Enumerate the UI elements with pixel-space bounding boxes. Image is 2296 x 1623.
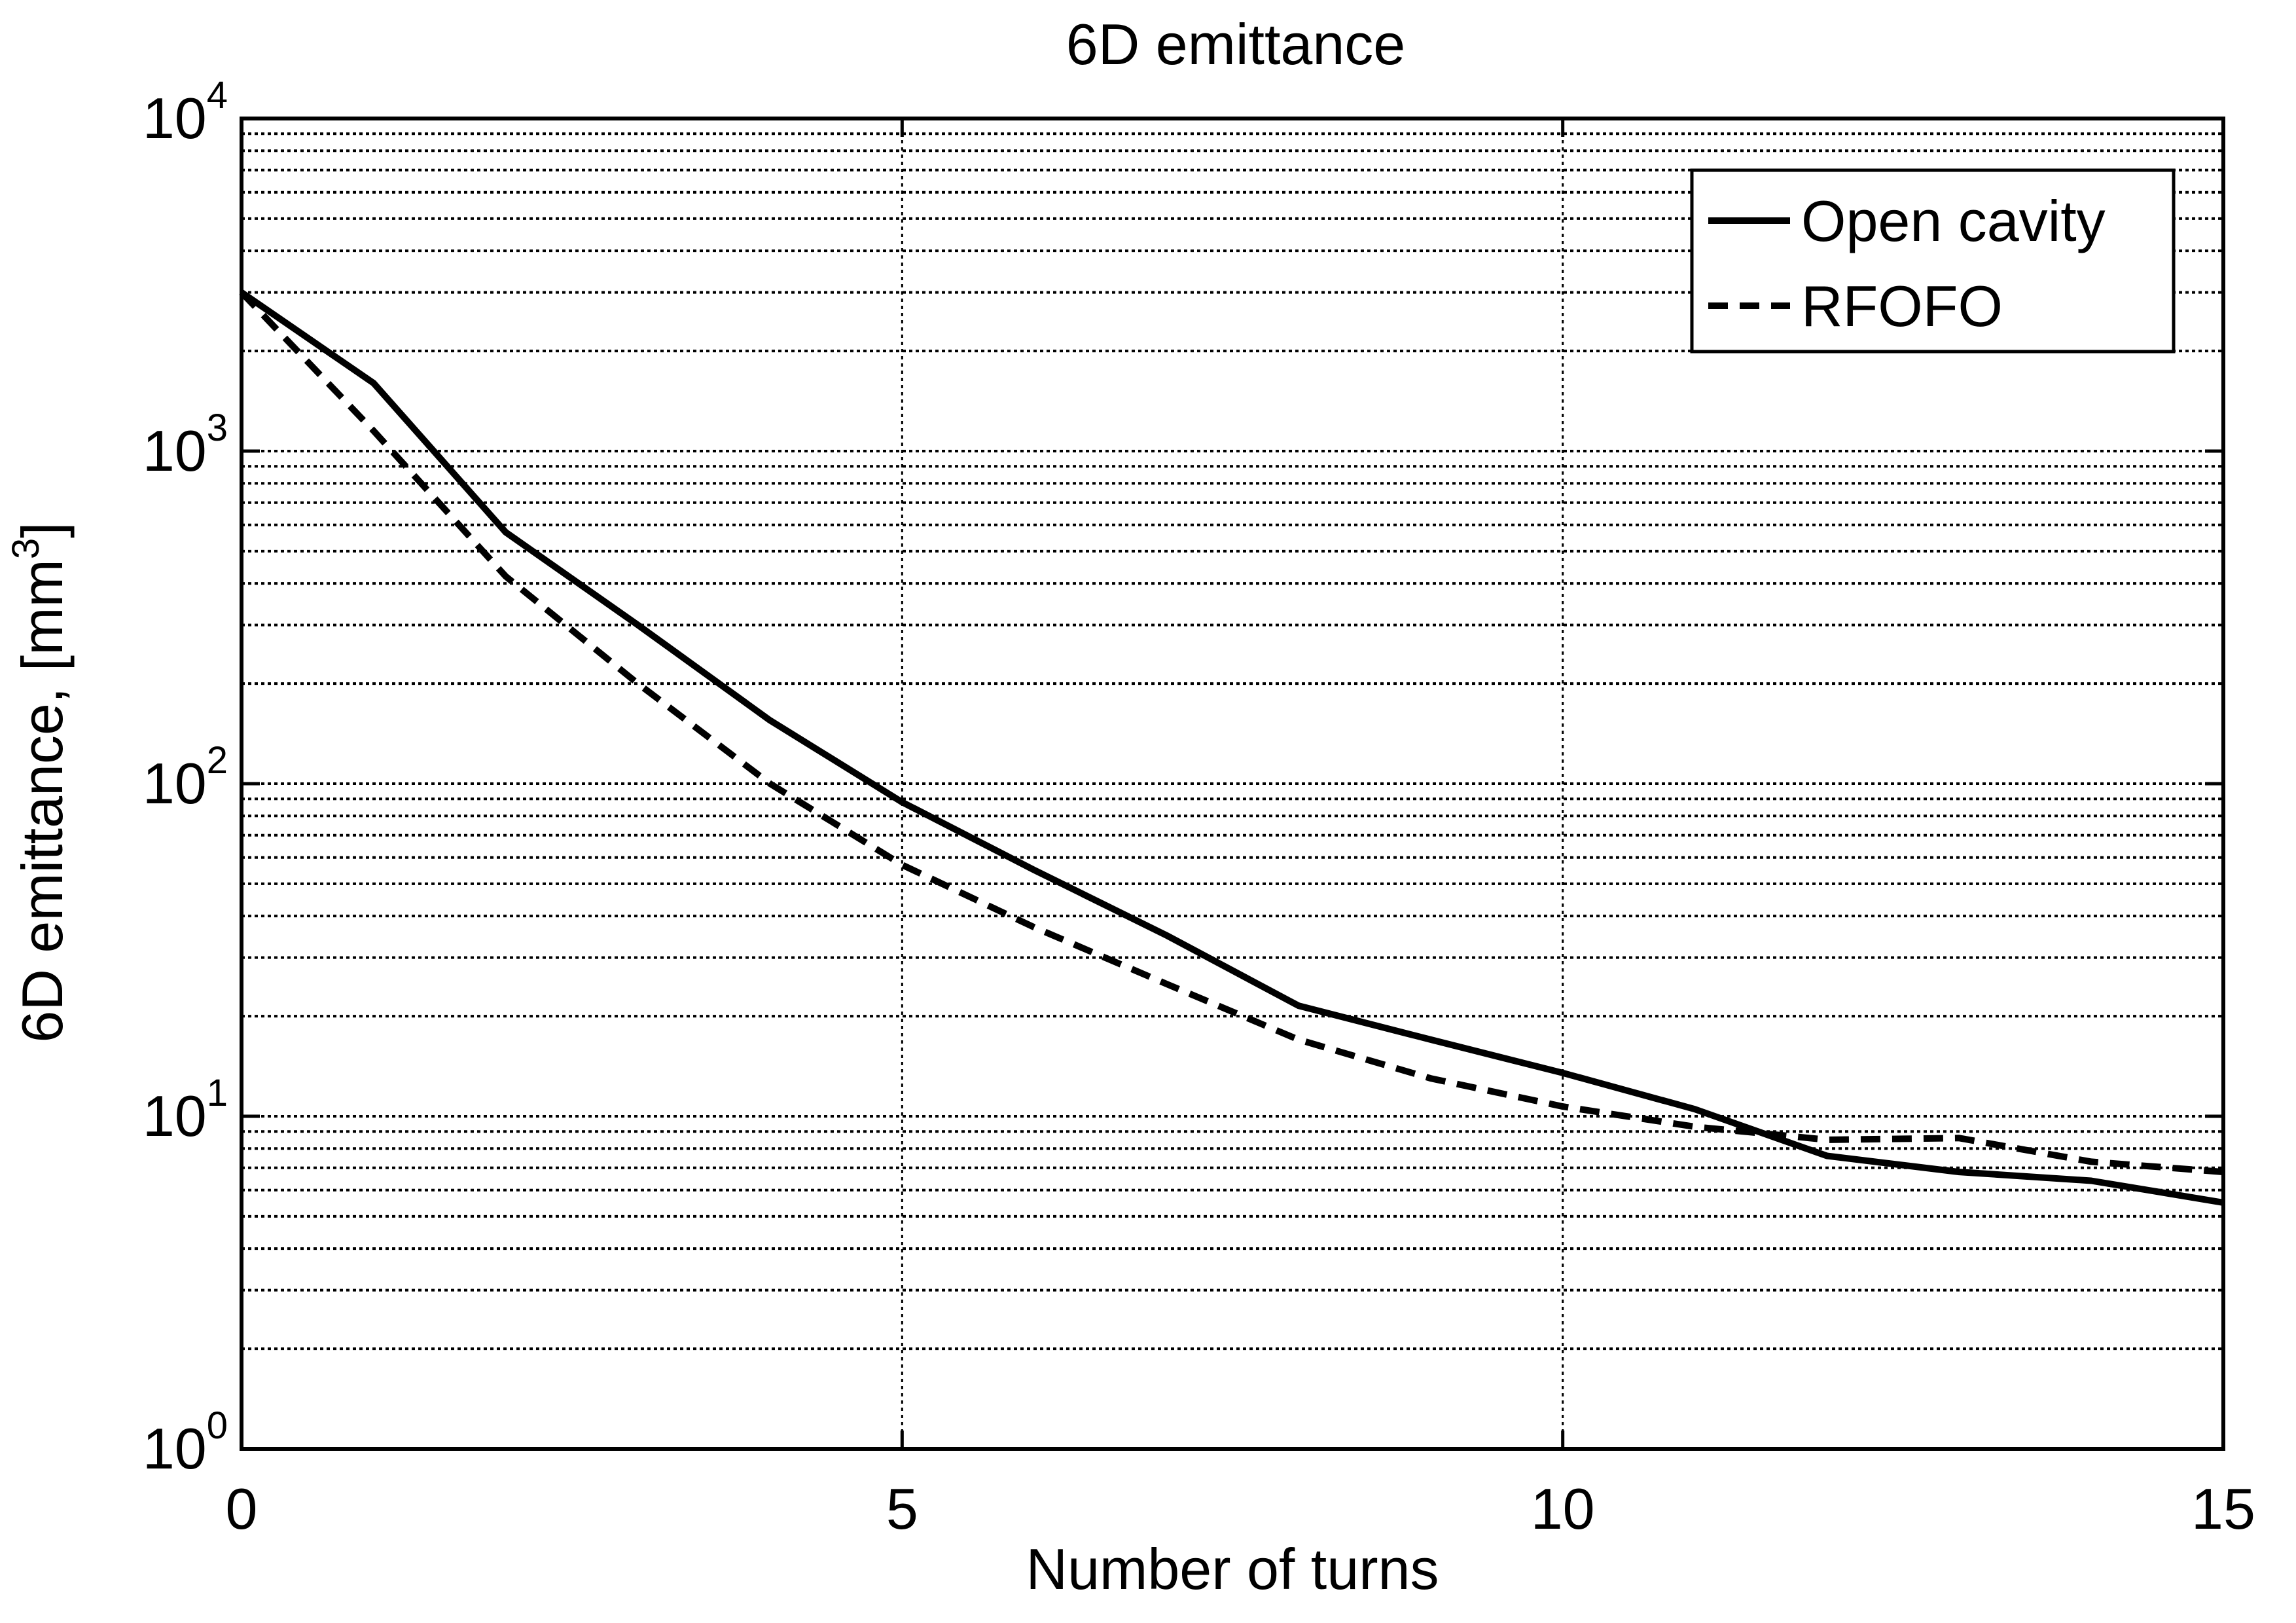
y-axis-label-text: 6D emittance, [mm	[10, 559, 75, 1042]
series-layer	[239, 289, 2224, 1206]
x-axis-label: Number of turns	[1026, 1537, 1439, 1601]
x-tick-label: 10	[1531, 1476, 1595, 1541]
legend-label-open-cavity: Open cavity	[1801, 189, 2106, 253]
y-axis-label: 6D emittance, [mm3]	[5, 522, 75, 1042]
x-tick-label: 0	[226, 1476, 258, 1541]
x-tick-label: 15	[2191, 1476, 2255, 1541]
y-tick-label: 102	[143, 739, 228, 816]
ticks: 0 5 10 15 100 101 102 103 104	[143, 74, 2255, 1541]
y-tick-label: 100	[143, 1404, 228, 1481]
x-tick-label: 5	[886, 1476, 918, 1541]
y-tick-label: 103	[143, 407, 228, 483]
legend-box	[1690, 168, 2176, 354]
chart-title: 6D emittance	[1066, 12, 1405, 77]
legend-label-rfofo: RFOFO	[1801, 274, 2003, 338]
series-line-rfofo	[239, 290, 2224, 1176]
y-axis-label-suffix: ]	[10, 522, 75, 538]
y-tick-label: 101	[143, 1072, 228, 1148]
y-tick-label: 104	[143, 74, 228, 151]
legend: Open cavity RFOFO	[1690, 168, 2176, 354]
grid	[242, 119, 2223, 1449]
y-axis-label-exponent: 3	[5, 538, 47, 559]
series-line-open-cavity	[240, 289, 2224, 1206]
